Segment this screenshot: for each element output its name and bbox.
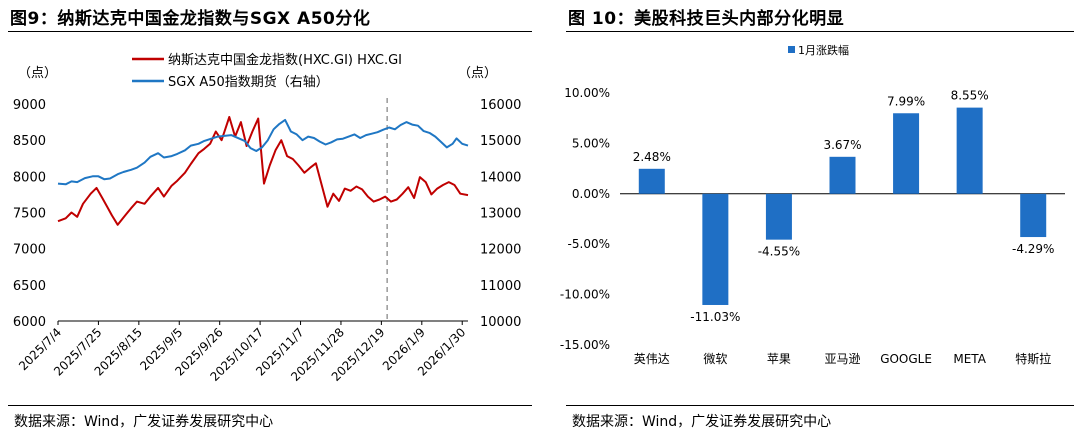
category-label: GOOGLE bbox=[880, 352, 932, 366]
left-y-tick: 6000 bbox=[13, 315, 46, 330]
right-y-tick: 11000 bbox=[480, 279, 521, 294]
bar-value-label: -4.29% bbox=[1012, 242, 1054, 256]
y-tick: -15.00% bbox=[560, 338, 610, 352]
right-y-tick: 13000 bbox=[480, 207, 521, 222]
right-title-rule bbox=[566, 31, 1074, 32]
left-y-tick: 6500 bbox=[13, 279, 46, 294]
bar-value-label: 3.67% bbox=[823, 138, 861, 152]
y-tick: 10.00% bbox=[564, 86, 610, 100]
category-label: 亚马逊 bbox=[824, 352, 860, 366]
bar-3 bbox=[765, 193, 792, 240]
left-title-rule bbox=[8, 31, 532, 32]
y-tick: 5.00% bbox=[572, 136, 610, 150]
legend-label: 1月涨跌幅 bbox=[798, 43, 849, 57]
legend-label-2: SGX A50指数期货（右轴） bbox=[168, 74, 329, 90]
left-y-tick: 8500 bbox=[13, 134, 46, 149]
legend-label-1: 纳斯达克中国金龙指数(HXC.GI) HXC.GI bbox=[168, 52, 402, 68]
bar-value-label: 8.55% bbox=[951, 89, 989, 103]
left-y-tick: 9000 bbox=[13, 98, 46, 113]
bar-value-label: -4.55% bbox=[758, 245, 800, 259]
bar-value-label: 7.99% bbox=[887, 94, 925, 108]
left-y-tick: 7500 bbox=[13, 207, 46, 222]
right-axis-unit: （点） bbox=[458, 66, 497, 81]
bar-1 bbox=[638, 168, 665, 194]
category-label: 苹果 bbox=[767, 352, 791, 366]
category-label: 英伟达 bbox=[634, 352, 670, 366]
left-source-rule bbox=[8, 405, 532, 406]
right-bar-chart: 1月涨跌幅 10.00% 5.00% 0.00% -5.00% -10.00% -15.00… bbox=[560, 43, 1065, 366]
category-label: META bbox=[953, 352, 986, 366]
left-y-tick: 8000 bbox=[13, 170, 46, 185]
category-label: 特斯拉 bbox=[1015, 351, 1051, 366]
left-chart-title: 图9：纳斯达克中国金龙指数与SGX A50分化 bbox=[10, 9, 371, 29]
bar-6 bbox=[956, 107, 983, 194]
right-source-rule bbox=[566, 405, 1074, 406]
bar-7 bbox=[1020, 193, 1047, 238]
bar-value-label: 2.48% bbox=[633, 150, 671, 164]
y-tick: 0.00% bbox=[572, 187, 610, 201]
bar-4 bbox=[829, 156, 856, 194]
right-y-tick: 10000 bbox=[480, 315, 521, 330]
left-axis-unit: （点） bbox=[18, 66, 57, 81]
sgx-a50-series-line bbox=[57, 118, 469, 186]
legend-swatch bbox=[788, 46, 795, 53]
left-chart-source: 数据来源：Wind，广发证券发展研究中心 bbox=[14, 414, 274, 430]
bar-2 bbox=[702, 193, 729, 305]
bar-5 bbox=[893, 113, 920, 194]
bar-value-label: -11.03% bbox=[690, 310, 740, 324]
y-tick: -10.00% bbox=[560, 288, 610, 302]
right-y-tick: 16000 bbox=[480, 98, 521, 113]
right-y-tick: 14000 bbox=[480, 170, 521, 185]
hxc-series-line bbox=[57, 116, 469, 226]
right-y-tick: 12000 bbox=[480, 243, 521, 258]
right-chart-title: 图 10：美股科技巨头内部分化明显 bbox=[568, 9, 845, 29]
category-label: 微软 bbox=[703, 352, 727, 366]
left-y-tick: 7000 bbox=[13, 243, 46, 258]
left-line-chart: （点） （点） 纳斯达克中国金龙指数(HXC.GI) HXC.GI SGX A50指数… bbox=[13, 52, 521, 384]
y-tick: -5.00% bbox=[568, 237, 610, 251]
right-y-tick: 15000 bbox=[480, 134, 521, 149]
right-chart-source: 数据来源：Wind，广发证券发展研究中心 bbox=[572, 414, 832, 430]
